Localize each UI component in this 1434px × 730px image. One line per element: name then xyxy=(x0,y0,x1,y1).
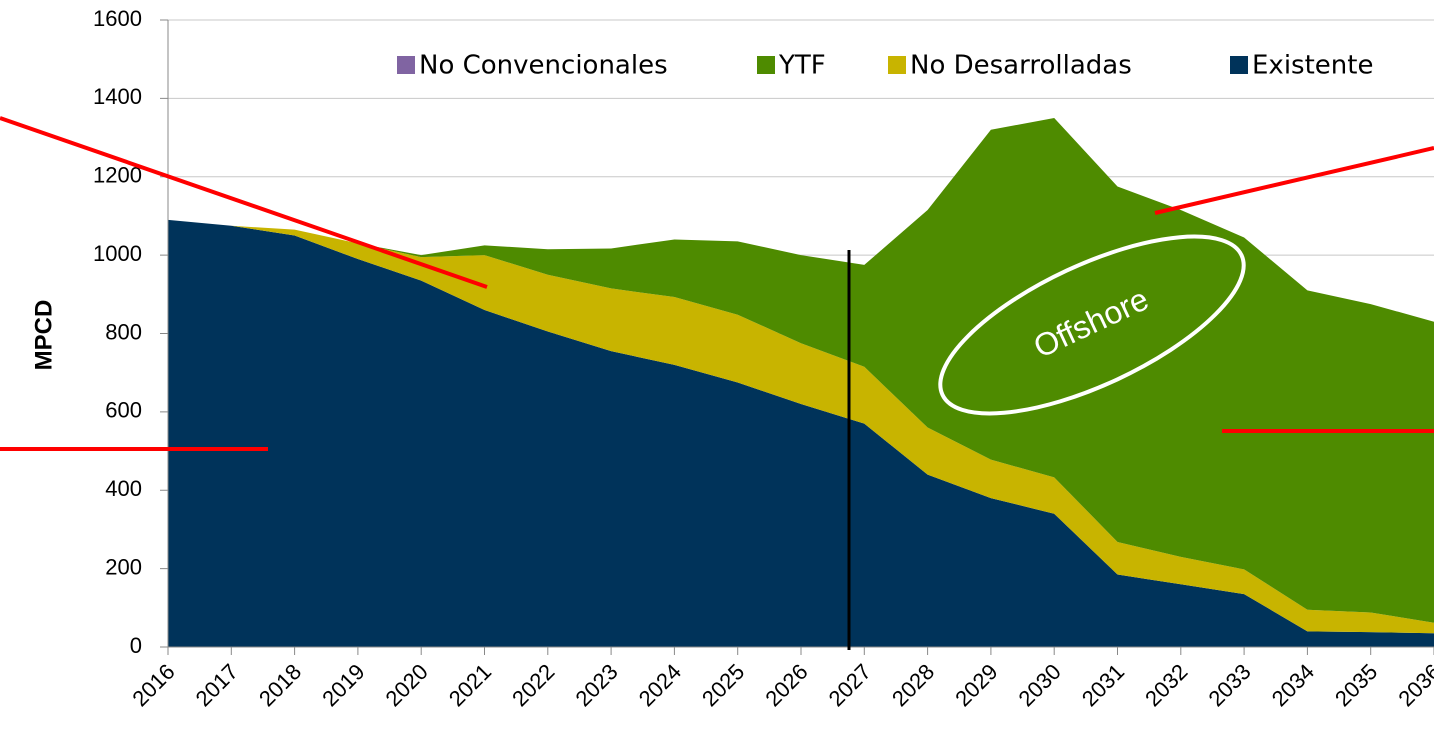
x-tick-label: 2033 xyxy=(1203,659,1255,711)
x-tick-label: 2036 xyxy=(1393,659,1434,711)
y-tick-label: 0 xyxy=(130,633,142,658)
legend-label: No Desarrolladas xyxy=(910,51,1132,81)
legend-item: YTF xyxy=(757,51,826,81)
x-tick-label: 2022 xyxy=(507,659,559,711)
x-tick-label: 2018 xyxy=(254,659,306,711)
y-tick-label: 600 xyxy=(105,398,142,423)
x-tick-label: 2020 xyxy=(381,659,433,711)
y-tick-label: 400 xyxy=(105,476,142,501)
x-tick-label: 2023 xyxy=(570,659,622,711)
y-axis-label: MPCD xyxy=(30,300,57,371)
offshore-ellipse xyxy=(938,234,1246,416)
legend-swatch xyxy=(1230,56,1248,74)
legend-label: No Convencionales xyxy=(419,51,668,81)
x-tick-label: 2028 xyxy=(887,659,939,711)
legend-item: No Convencionales xyxy=(397,51,668,81)
y-tick-label: 1000 xyxy=(93,241,142,266)
legend-label: YTF xyxy=(778,51,826,81)
y-tick-label: 200 xyxy=(105,554,142,579)
red-line xyxy=(0,116,488,289)
x-tick-label: 2034 xyxy=(1267,659,1319,711)
legend-swatch xyxy=(757,56,775,74)
x-tick-label: 2024 xyxy=(634,659,686,711)
x-tick-label: 2035 xyxy=(1330,659,1382,711)
legend-label: Existente xyxy=(1252,51,1373,81)
x-tick-label: 2016 xyxy=(127,659,179,711)
legend-swatch xyxy=(397,56,415,74)
legend-item: Existente xyxy=(1230,51,1373,81)
area xyxy=(168,117,1434,623)
red-line xyxy=(1154,146,1434,215)
x-tick-label: 2027 xyxy=(824,659,876,711)
x-tick-label: 2030 xyxy=(1014,659,1066,711)
x-tick-label: 2025 xyxy=(697,659,749,711)
x-tick-label: 2032 xyxy=(1140,659,1192,711)
y-tick-label: 1600 xyxy=(93,6,142,31)
y-tick-label: 1200 xyxy=(93,163,142,188)
legend-item: No Desarrolladas xyxy=(888,51,1132,81)
x-tick-label: 2026 xyxy=(760,659,812,711)
x-tick-label: 2029 xyxy=(950,659,1002,711)
y-tick-label: 800 xyxy=(105,319,142,344)
area xyxy=(168,219,1434,647)
x-tick-label: 2019 xyxy=(317,659,369,711)
x-tick-label: 2031 xyxy=(1077,659,1129,711)
legend-swatch xyxy=(888,56,906,74)
y-tick-label: 1400 xyxy=(93,84,142,109)
x-tick-label: 2017 xyxy=(191,659,243,711)
x-tick-label: 2021 xyxy=(444,659,496,711)
